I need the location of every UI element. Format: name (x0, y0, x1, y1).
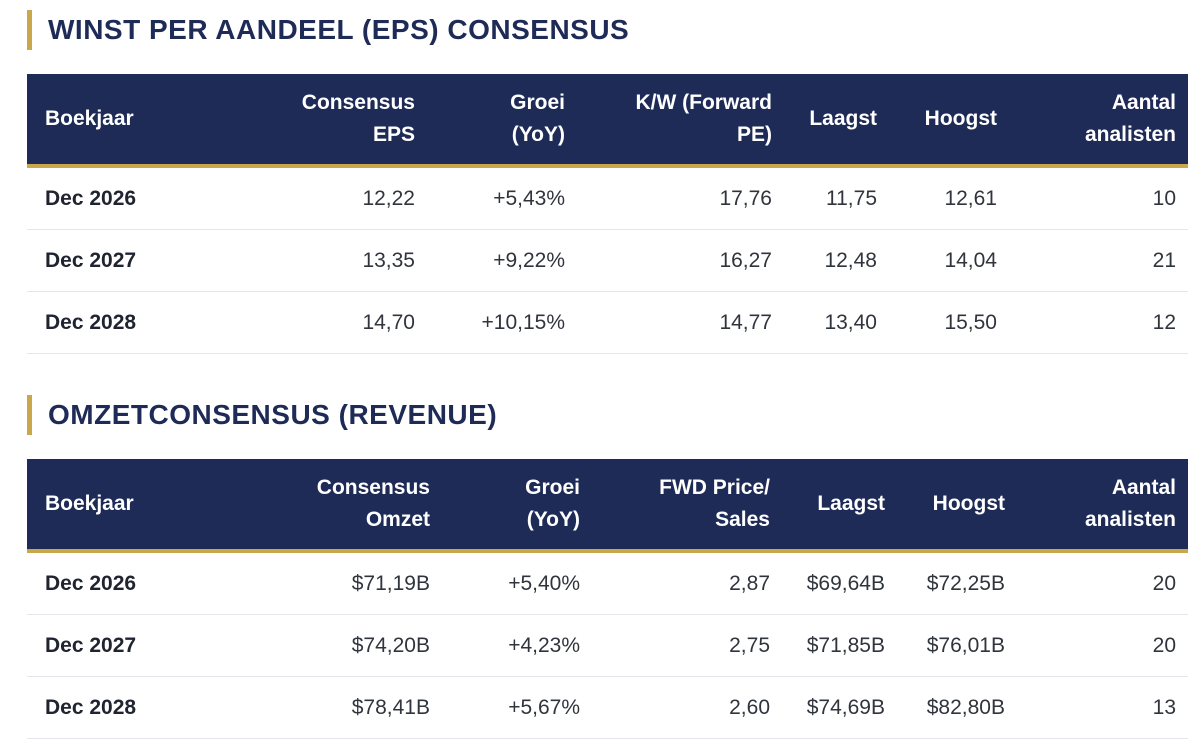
header-forward-price-sales: FWD Price/Sales (592, 459, 782, 553)
table-row: Dec 2026 $71,19B +5,40% 2,87 $69,64B $72… (27, 551, 1188, 615)
cell-consensus: 14,70 (277, 291, 427, 354)
header-consensus-eps: Consensus EPS (277, 74, 427, 168)
cell-analysts: 21 (1009, 229, 1188, 292)
cell-forward-pe: 16,27 (577, 229, 784, 292)
cell-consensus: $78,41B (277, 676, 442, 739)
cell-growth: +10,15% (427, 291, 577, 354)
cell-high: $82,80B (897, 676, 1017, 739)
cell-forward-pe: 17,76 (577, 166, 784, 230)
header-year: Boekjaar (27, 74, 277, 168)
table-row: Dec 2027 $74,20B +4,23% 2,75 $71,85B $76… (27, 614, 1188, 677)
cell-forward-price-sales: 2,75 (592, 614, 782, 677)
eps-consensus-table: Boekjaar Consensus EPS Groei (YoY) K/W (Fo… (27, 74, 1188, 354)
header-analysts: Aantal analisten (1009, 74, 1188, 168)
cell-year: Dec 2027 (27, 614, 277, 677)
cell-analysts: 20 (1017, 551, 1188, 615)
header-analysts: Aantal analisten (1017, 459, 1188, 553)
cell-growth: +9,22% (427, 229, 577, 292)
cell-year: Dec 2026 (27, 166, 277, 230)
cell-low: $71,85B (782, 614, 897, 677)
cell-low: $74,69B (782, 676, 897, 739)
cell-growth: +5,43% (427, 166, 577, 230)
cell-analysts: 13 (1017, 676, 1188, 739)
cell-consensus: 13,35 (277, 229, 427, 292)
cell-analysts: 12 (1009, 291, 1188, 354)
cell-consensus: $71,19B (277, 551, 442, 615)
header-high: Hoogst (889, 74, 1009, 168)
revenue-header-row: Boekjaar Consensus Omzet Groei (YoY) FWD P… (27, 459, 1188, 553)
header-low: Laagst (782, 459, 897, 553)
revenue-section-title: OMZETCONSENSUS (REVENUE) (27, 395, 497, 435)
cell-high: 12,61 (889, 166, 1009, 230)
eps-header-row: Boekjaar Consensus EPS Groei (YoY) K/W (Fo… (27, 74, 1188, 168)
cell-low: 11,75 (784, 166, 889, 230)
table-row: Dec 2028 $78,41B +5,67% 2,60 $74,69B $82… (27, 676, 1188, 739)
cell-low: 12,48 (784, 229, 889, 292)
cell-forward-price-sales: 2,87 (592, 551, 782, 615)
eps-section-title: WINST PER AANDEEL (EPS) CONSENSUS (27, 10, 629, 50)
header-growth: Groei (YoY) (427, 74, 577, 168)
revenue-consensus-table: Boekjaar Consensus Omzet Groei (YoY) FWD P… (27, 459, 1188, 739)
cell-low: 13,40 (784, 291, 889, 354)
header-growth: Groei (YoY) (442, 459, 592, 553)
cell-forward-price-sales: 2,60 (592, 676, 782, 739)
cell-year: Dec 2028 (27, 676, 277, 739)
cell-year: Dec 2027 (27, 229, 277, 292)
cell-high: $72,25B (897, 551, 1017, 615)
header-forward-pe: K/W (Forward PE) (577, 74, 784, 168)
cell-growth: +5,67% (442, 676, 592, 739)
cell-low: $69,64B (782, 551, 897, 615)
cell-forward-pe: 14,77 (577, 291, 784, 354)
header-low: Laagst (784, 74, 889, 168)
cell-high: $76,01B (897, 614, 1017, 677)
table-row: Dec 2027 13,35 +9,22% 16,27 12,48 14,04 … (27, 229, 1188, 292)
header-high: Hoogst (897, 459, 1017, 553)
header-year: Boekjaar (27, 459, 277, 553)
cell-growth: +4,23% (442, 614, 592, 677)
table-row: Dec 2028 14,70 +10,15% 14,77 13,40 15,50… (27, 291, 1188, 354)
header-consensus-revenue: Consensus Omzet (277, 459, 442, 553)
cell-year: Dec 2026 (27, 551, 277, 615)
cell-consensus: 12,22 (277, 166, 427, 230)
cell-analysts: 10 (1009, 166, 1188, 230)
cell-growth: +5,40% (442, 551, 592, 615)
cell-analysts: 20 (1017, 614, 1188, 677)
cell-consensus: $74,20B (277, 614, 442, 677)
cell-year: Dec 2028 (27, 291, 277, 354)
table-row: Dec 2026 12,22 +5,43% 17,76 11,75 12,61 … (27, 166, 1188, 230)
cell-high: 15,50 (889, 291, 1009, 354)
cell-high: 14,04 (889, 229, 1009, 292)
